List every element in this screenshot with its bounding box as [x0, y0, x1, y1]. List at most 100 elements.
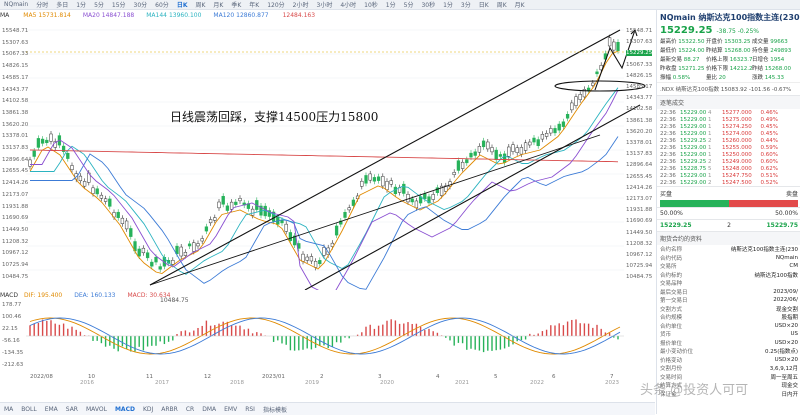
ma-legend-label: MA120 — [213, 11, 235, 19]
indicator-tab[interactable]: 指标模板 — [262, 406, 287, 414]
timeframe-tab[interactable]: 15分 — [111, 2, 126, 9]
contract-key: 最小变动价位 — [660, 349, 694, 356]
candle-body — [565, 113, 570, 119]
ma-legend-item: MA144 13960.100 — [146, 12, 207, 19]
candle-body — [570, 102, 574, 111]
macd-chart[interactable]: 178.77 100.46 22.15 -56.16 -134.35 -212.63 — [0, 300, 655, 372]
timeframe-tab[interactable]: 月K — [213, 2, 224, 9]
indicator-tab[interactable]: MACD — [114, 405, 135, 413]
contract-value: 现金交 — [781, 383, 798, 390]
timeframe-tab[interactable]: 日K — [176, 2, 188, 9]
indicator-tab[interactable]: SAR — [65, 405, 78, 413]
candle-body — [150, 261, 154, 267]
macd-canvas[interactable] — [0, 300, 655, 372]
timeframe-tab[interactable]: 120分 — [267, 2, 285, 9]
candle-body — [183, 252, 188, 256]
candle-body — [486, 141, 490, 150]
indicator-tab[interactable]: BOLL — [21, 405, 37, 413]
chart-annotation: 日线震荡回踩，支撑14500压力15800 — [170, 110, 379, 124]
right-price-tick-label: 11690.69 — [626, 218, 653, 225]
candle-body — [284, 223, 288, 232]
timeframe-tab[interactable]: NQmain — [4, 1, 29, 8]
candle-body — [120, 217, 125, 224]
timeframe-tab[interactable]: 1分 — [443, 2, 453, 9]
timeframe-tab[interactable]: 季K — [231, 2, 242, 9]
candle-body — [124, 220, 129, 230]
contract-key: 交割月份 — [660, 366, 683, 373]
ma-indicator-bar: MA MA5 15731.814 MA20 14847.188 MA144 13960.10… — [0, 10, 655, 20]
ma-legend-item: MA — [0, 12, 17, 19]
timeframe-tab[interactable]: 30秒 — [421, 2, 436, 9]
timeframe-tab[interactable]: 5分 — [94, 2, 104, 9]
right-price-tick-label: 12896.64 — [626, 162, 653, 169]
price-tick-label: 11690.69 — [2, 215, 29, 222]
timeframe-tab[interactable]: 1分 — [76, 2, 87, 9]
candle-body — [469, 152, 473, 158]
candle-body — [66, 152, 70, 159]
timeframe-tab[interactable]: 4小时 — [340, 2, 357, 9]
macd-tick-label: -212.63 — [2, 362, 24, 368]
contract-key: 交易所 — [660, 264, 677, 271]
tick-pct: 0.49% — [760, 116, 778, 123]
candlestick-chart[interactable]: 15548.71 15307.63 15067.33 14826.15 14585.17… — [0, 20, 655, 304]
price-tick-label: 11931.88 — [2, 203, 29, 210]
timeframe-tab[interactable]: 周K — [195, 2, 206, 9]
timeframe-tab[interactable]: 30分 — [133, 2, 148, 9]
indicator-tab[interactable]: MA — [4, 405, 14, 413]
indicator-tab[interactable]: KDJ — [142, 405, 154, 413]
indicator-tab[interactable]: DMA — [202, 405, 217, 413]
candle-body — [473, 151, 477, 156]
candle-body — [61, 145, 66, 152]
timeframe-tab[interactable]: 1分 — [385, 2, 396, 9]
tick-time: 22:36 — [660, 116, 676, 123]
contract-row: 报价单位 USD×20 — [657, 339, 800, 348]
candle-body — [116, 211, 120, 218]
timeframe-tab[interactable]: 日K — [478, 2, 489, 9]
timeframe-tab[interactable]: 分时 — [36, 2, 49, 9]
timeframe-tab[interactable]: 2小时 — [292, 2, 309, 9]
tick-ref-price: 15247.500 — [722, 179, 752, 186]
indicator-tab[interactable]: EMV — [224, 405, 238, 413]
contract-key: 合约标的 — [660, 272, 683, 279]
low-price-label: 10484.75 — [160, 297, 189, 304]
macd-legend-value: 160.133 — [90, 292, 116, 299]
timeframe-tab[interactable]: 多日 — [56, 2, 69, 9]
timeframe-tab[interactable]: 周K — [496, 2, 507, 9]
bid-pct: 50.00% — [660, 210, 683, 217]
candle-body — [318, 260, 322, 265]
timeframe-tab[interactable]: 3分 — [460, 2, 471, 9]
indicator-tab[interactable]: RSI — [245, 405, 255, 413]
projection-arrow — [630, 28, 638, 37]
year-tick-label: 2019 — [305, 380, 319, 386]
indicator-tab[interactable]: ARBR — [161, 405, 178, 413]
candle-body — [196, 243, 200, 247]
price-tick-label: 10725.94 — [2, 262, 29, 268]
tick-ref-price: 15247.750 — [722, 172, 752, 179]
timeframe-tab[interactable]: 5分 — [403, 2, 414, 9]
candle-body — [36, 138, 41, 148]
candle-body — [45, 139, 49, 144]
timeframe-tab[interactable]: 年K — [249, 2, 260, 9]
quote-stat: 最新交易 88.27 — [660, 55, 706, 63]
year-tick-label: 2017 — [155, 380, 169, 386]
timeframe-tab[interactable]: 60分 — [155, 2, 169, 9]
right-price-tick-label: 14585.17 — [626, 84, 653, 90]
timeframe-tab[interactable]: 3小时 — [316, 2, 333, 9]
candle-body — [381, 176, 385, 187]
indicator-tab[interactable]: EMA — [44, 405, 58, 413]
price-chart-canvas[interactable] — [0, 20, 655, 290]
timeframe-tab[interactable]: 月K — [514, 2, 525, 9]
tick-price: 15229.25 — [680, 158, 707, 165]
tick-ref-price: 15250.000 — [722, 151, 752, 158]
stat-value: 249893 — [768, 48, 792, 54]
stat-key: 价格下限 — [706, 66, 729, 72]
indicator-tab[interactable]: MAVOL — [85, 405, 107, 413]
tick-qty: 1 — [708, 172, 712, 179]
right-price-tick-label: 11208.32 — [626, 240, 653, 247]
macd-label: MACD — [0, 292, 18, 299]
candle-body — [217, 201, 221, 209]
index-quote[interactable]: .NDX 纳斯达克100指数 15083.92 -101.56 -0.67% — [657, 82, 800, 95]
candle-body — [448, 181, 452, 187]
indicator-tab[interactable]: CR — [185, 405, 195, 413]
timeframe-tab[interactable]: 10秒 — [364, 2, 378, 9]
